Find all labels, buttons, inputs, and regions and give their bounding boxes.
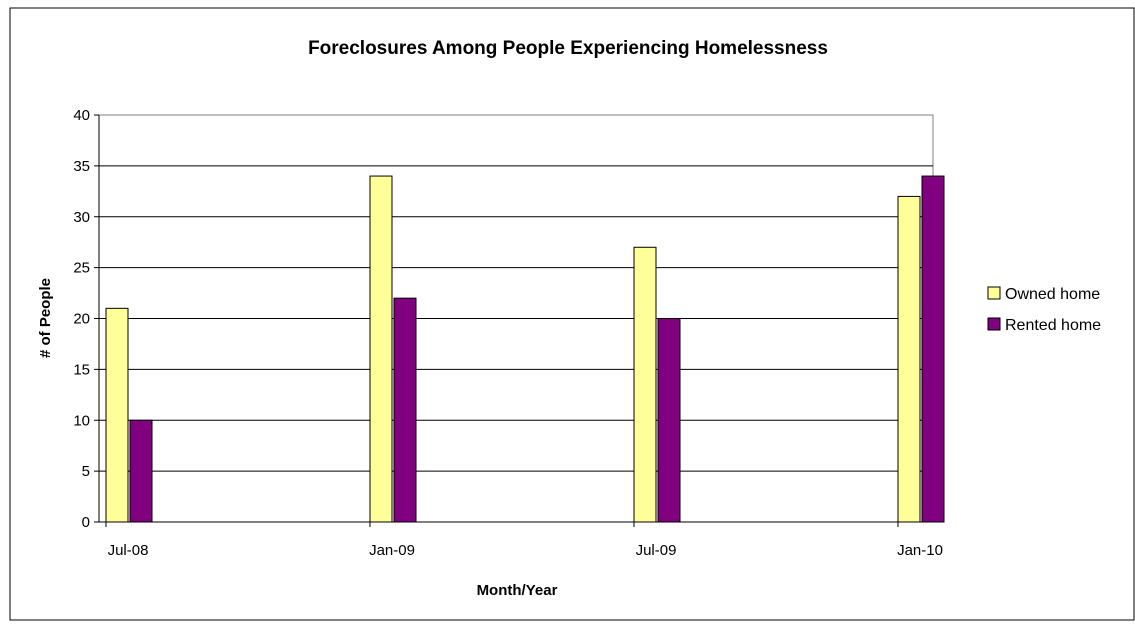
bar-rented-home bbox=[657, 318, 681, 523]
chart-title: Foreclosures Among People Experiencing H… bbox=[308, 38, 828, 59]
bars bbox=[105, 175, 945, 523]
legend-swatch bbox=[987, 317, 1001, 331]
bar-rented-home bbox=[393, 297, 417, 523]
legend: Owned home Rented home bbox=[987, 286, 1101, 334]
bar-owned-home bbox=[369, 175, 393, 523]
y-tick-label: 25 bbox=[73, 260, 90, 277]
x-tick-label: Jul-09 bbox=[636, 542, 677, 559]
y-tick-label: 40 bbox=[73, 107, 90, 124]
y-tick-label: 0 bbox=[82, 514, 90, 531]
bar-owned-home bbox=[897, 195, 921, 523]
y-tick-label: 5 bbox=[82, 463, 90, 480]
y-tick-label: 10 bbox=[73, 412, 90, 429]
y-tick-label: 30 bbox=[73, 209, 90, 226]
x-tick-label: Jul-08 bbox=[108, 542, 149, 559]
gridlines bbox=[99, 165, 933, 472]
y-tick-label: 35 bbox=[73, 158, 90, 175]
x-axis-title: Month/Year bbox=[477, 582, 558, 599]
bar-owned-home bbox=[633, 246, 657, 523]
bar-owned-home bbox=[105, 307, 129, 523]
legend-swatch bbox=[987, 286, 1001, 300]
axes: 0 5 10 15 20 25 30 35 40 Jul-08 Jan-09 Jul-09 Jan-10 bbox=[73, 107, 943, 559]
x-tick-label: Jan-10 bbox=[897, 542, 943, 559]
y-axis-title: # of People bbox=[37, 278, 54, 358]
legend-label: Owned home bbox=[1005, 286, 1100, 303]
y-tick-label: 15 bbox=[73, 361, 90, 378]
x-tick-label: Jan-09 bbox=[369, 542, 415, 559]
y-tick-label: 20 bbox=[73, 311, 90, 328]
bar-rented-home bbox=[921, 175, 945, 523]
bar-rented-home bbox=[129, 419, 153, 523]
legend-label: Rented home bbox=[1005, 317, 1101, 334]
